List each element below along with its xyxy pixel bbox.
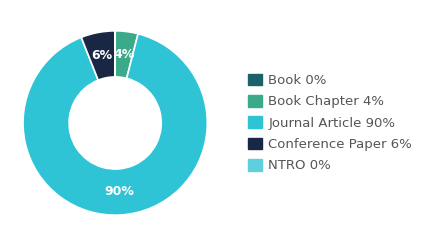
Wedge shape	[81, 31, 115, 80]
Wedge shape	[23, 34, 207, 215]
Text: 6%: 6%	[92, 49, 113, 62]
Text: 90%: 90%	[105, 185, 135, 199]
Text: 4%: 4%	[113, 48, 135, 61]
Wedge shape	[115, 31, 138, 78]
Legend: Book 0%, Book Chapter 4%, Journal Article 90%, Conference Paper 6%, NTRO 0%: Book 0%, Book Chapter 4%, Journal Articl…	[249, 74, 412, 172]
